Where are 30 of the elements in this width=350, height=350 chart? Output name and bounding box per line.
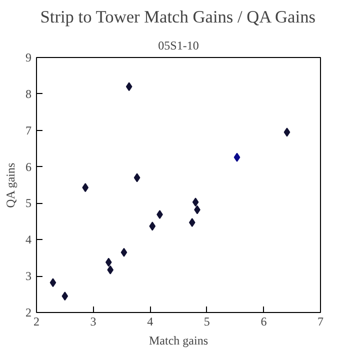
x-axis-title: Match gains xyxy=(149,334,208,348)
chart-title: Strip to Tower Match Gains / QA Gains xyxy=(40,8,316,26)
point xyxy=(107,265,114,274)
x-tick-label: 6 xyxy=(260,314,267,328)
x-tick-label: 5 xyxy=(204,314,210,328)
y-tick-label: 4 xyxy=(26,232,32,247)
y-tick-label: 6 xyxy=(26,160,32,174)
point xyxy=(50,278,56,288)
point xyxy=(82,183,89,192)
x-tick-label: 3 xyxy=(90,314,96,328)
x-tick-label: 4 xyxy=(147,314,154,328)
point xyxy=(62,292,68,301)
y-tick-label: 7 xyxy=(26,123,32,138)
point xyxy=(126,82,132,92)
y-tick-label: 9 xyxy=(26,50,32,64)
y-tick-label: 5 xyxy=(26,196,32,210)
point xyxy=(105,258,112,267)
y-tick-label: 8 xyxy=(26,86,32,101)
chart-subtitle: 05S1-10 xyxy=(158,38,199,52)
point xyxy=(284,128,290,137)
point xyxy=(149,222,156,231)
point xyxy=(192,198,199,207)
y-tick-label: 3 xyxy=(26,269,32,284)
point xyxy=(234,152,240,162)
point xyxy=(120,248,128,257)
point xyxy=(188,218,196,228)
point xyxy=(134,173,140,182)
y-tick-label: 2 xyxy=(26,306,32,320)
y-axis-title: QA gains xyxy=(4,162,18,208)
x-tick-label: 7 xyxy=(318,314,324,328)
